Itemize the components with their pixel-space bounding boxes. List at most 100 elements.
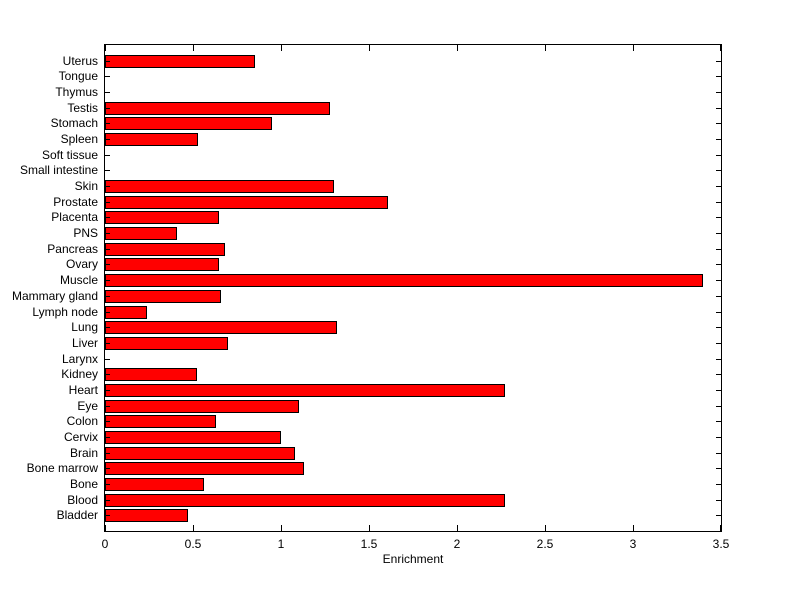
- x-tick: [720, 45, 721, 51]
- y-tick-label-larynx: Larynx: [61, 352, 98, 366]
- y-tick-label-skin: Skin: [74, 179, 98, 193]
- y-tick: [716, 374, 721, 375]
- y-tick: [105, 437, 110, 438]
- y-tick-label-tongue: Tongue: [58, 69, 98, 83]
- x-tick: [457, 45, 458, 51]
- x-tick: [105, 45, 106, 51]
- y-tick-label-blood: Blood: [67, 493, 98, 507]
- y-tick-label-testis: Testis: [67, 101, 98, 115]
- y-tick: [716, 421, 721, 422]
- bar-placenta: [105, 211, 219, 224]
- x-tick: [720, 525, 721, 531]
- y-tick: [716, 92, 721, 93]
- x-tick: [281, 525, 282, 531]
- bar-pns: [105, 227, 177, 240]
- x-tick: [545, 525, 546, 531]
- y-tick: [716, 406, 721, 407]
- y-tick: [105, 390, 110, 391]
- x-tick-label-2-5: 2.5: [536, 537, 554, 551]
- bar-colon: [105, 415, 216, 428]
- bar-bone: [105, 478, 204, 491]
- y-tick-label-thymus: Thymus: [55, 85, 98, 99]
- y-tick: [716, 327, 721, 328]
- y-tick: [105, 421, 110, 422]
- bar-lymph-node: [105, 306, 147, 319]
- bar-lung: [105, 321, 337, 334]
- y-tick: [105, 108, 110, 109]
- x-tick-label-0: 0: [101, 537, 109, 551]
- y-tick: [105, 186, 110, 187]
- bar-eye: [105, 400, 299, 413]
- y-tick-label-brain: Brain: [69, 446, 98, 460]
- x-tick: [105, 525, 106, 531]
- y-tick: [105, 123, 110, 124]
- y-tick: [716, 155, 721, 156]
- y-tick-label-pancreas: Pancreas: [47, 242, 98, 256]
- x-tick-label-1: 1: [277, 537, 285, 551]
- y-tick: [716, 390, 721, 391]
- y-tick: [716, 484, 721, 485]
- y-tick: [716, 123, 721, 124]
- x-tick: [193, 45, 194, 51]
- y-tick: [716, 264, 721, 265]
- bar-kidney: [105, 368, 197, 381]
- y-tick: [105, 343, 110, 344]
- y-tick: [105, 61, 110, 62]
- y-tick: [105, 280, 110, 281]
- y-tick-label-muscle: Muscle: [59, 273, 98, 287]
- y-tick: [716, 343, 721, 344]
- y-tick-label-liver: Liver: [71, 336, 98, 350]
- x-tick: [281, 45, 282, 51]
- y-tick: [105, 500, 110, 501]
- y-tick: [716, 170, 721, 171]
- y-tick: [105, 139, 110, 140]
- x-tick-label-2: 2: [453, 537, 461, 551]
- y-tick: [716, 468, 721, 469]
- bar-bone-marrow: [105, 462, 304, 475]
- y-tick-label-lung: Lung: [71, 320, 98, 334]
- y-tick: [105, 264, 110, 265]
- y-tick: [716, 280, 721, 281]
- x-axis-label: Enrichment: [382, 552, 444, 566]
- y-tick-label-heart: Heart: [68, 383, 98, 397]
- y-tick: [105, 515, 110, 516]
- bar-heart: [105, 384, 505, 397]
- y-tick-label-placenta: Placenta: [51, 210, 98, 224]
- y-tick-label-cervix: Cervix: [63, 430, 98, 444]
- y-tick: [716, 500, 721, 501]
- y-tick: [105, 453, 110, 454]
- y-tick: [105, 233, 110, 234]
- bar-blood: [105, 494, 505, 507]
- y-tick: [716, 359, 721, 360]
- y-tick: [105, 76, 110, 77]
- x-tick-label-1-5: 1.5: [360, 537, 378, 551]
- y-tick-label-lymph-node: Lymph node: [32, 305, 98, 319]
- y-tick: [716, 312, 721, 313]
- y-tick-label-kidney: Kidney: [61, 367, 98, 381]
- bar-stomach: [105, 117, 272, 130]
- plot-area: [104, 44, 722, 532]
- y-tick: [105, 484, 110, 485]
- y-tick: [105, 217, 110, 218]
- y-tick: [105, 202, 110, 203]
- x-tick: [193, 525, 194, 531]
- y-tick: [716, 233, 721, 234]
- x-tick-label-0-5: 0.5: [184, 537, 202, 551]
- x-tick: [633, 45, 634, 51]
- x-tick: [545, 45, 546, 51]
- bar-ovary: [105, 258, 219, 271]
- y-tick: [105, 296, 110, 297]
- bar-skin: [105, 180, 334, 193]
- y-tick: [716, 202, 721, 203]
- y-tick-label-bladder: Bladder: [56, 508, 98, 522]
- bar-cervix: [105, 431, 281, 444]
- y-tick: [716, 186, 721, 187]
- bar-bladder: [105, 509, 188, 522]
- y-tick: [716, 217, 721, 218]
- x-tick: [633, 525, 634, 531]
- bar-pancreas: [105, 243, 225, 256]
- y-tick-label-prostate: Prostate: [53, 195, 98, 209]
- y-tick: [105, 312, 110, 313]
- y-tick-label-ovary: Ovary: [65, 257, 98, 271]
